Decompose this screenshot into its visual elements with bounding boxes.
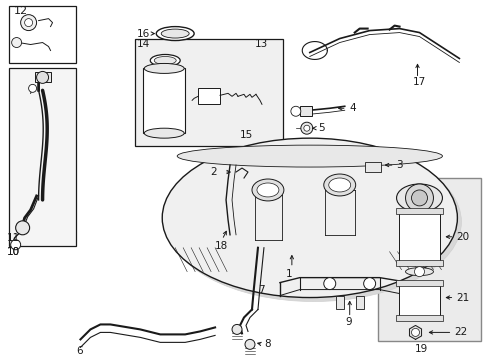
Ellipse shape (156, 27, 194, 41)
Ellipse shape (405, 268, 432, 276)
Text: 10: 10 (7, 247, 20, 257)
Text: 14: 14 (137, 39, 150, 49)
Ellipse shape (177, 145, 442, 167)
Text: 3: 3 (396, 160, 403, 170)
Bar (9, 68, 76, 246)
Text: 7: 7 (258, 284, 264, 294)
Ellipse shape (144, 128, 184, 138)
Circle shape (16, 221, 30, 235)
Bar (364, 162, 380, 172)
Circle shape (303, 125, 309, 131)
Ellipse shape (161, 29, 189, 38)
Ellipse shape (150, 54, 180, 67)
Bar (9, 6, 76, 63)
Ellipse shape (154, 57, 176, 64)
Text: 21: 21 (455, 293, 468, 302)
Ellipse shape (166, 142, 461, 302)
Ellipse shape (162, 138, 456, 298)
Text: 20: 20 (455, 232, 468, 242)
Bar (398, 210, 440, 262)
Bar (355, 296, 363, 310)
Text: 4: 4 (349, 103, 356, 113)
Text: 6: 6 (76, 346, 83, 356)
Circle shape (232, 324, 242, 334)
Bar (35, 72, 50, 82)
Text: 22: 22 (453, 327, 467, 337)
Circle shape (323, 278, 335, 289)
Circle shape (411, 328, 419, 336)
Ellipse shape (256, 183, 278, 197)
Text: 11: 11 (7, 233, 20, 243)
Text: 19: 19 (414, 345, 427, 354)
Text: 13: 13 (254, 39, 268, 49)
Circle shape (24, 19, 33, 27)
Circle shape (363, 278, 375, 289)
Ellipse shape (144, 63, 184, 73)
Text: 15: 15 (240, 130, 253, 140)
Ellipse shape (323, 174, 355, 196)
Text: 8: 8 (264, 339, 270, 349)
Text: 17: 17 (412, 77, 425, 87)
Polygon shape (408, 325, 421, 339)
Bar (377, 178, 480, 341)
Bar (135, 39, 283, 146)
Bar (299, 106, 311, 116)
Text: 10: 10 (7, 247, 20, 257)
Bar (335, 296, 343, 310)
Circle shape (244, 339, 254, 349)
Bar (398, 282, 440, 318)
Circle shape (414, 267, 424, 276)
Circle shape (290, 106, 300, 116)
Bar (143, 68, 185, 133)
Circle shape (405, 184, 432, 212)
Bar (198, 88, 220, 104)
Text: 16: 16 (137, 28, 150, 39)
Circle shape (29, 84, 37, 92)
Ellipse shape (251, 179, 284, 201)
Ellipse shape (328, 178, 350, 192)
Text: 2: 2 (210, 167, 216, 177)
Text: 18: 18 (215, 241, 228, 251)
Circle shape (300, 122, 312, 134)
Bar (395, 315, 443, 321)
Bar (395, 280, 443, 285)
Circle shape (11, 240, 20, 250)
Bar (395, 260, 443, 266)
Text: 1: 1 (285, 269, 292, 279)
Circle shape (411, 190, 427, 206)
Circle shape (37, 71, 48, 84)
Circle shape (12, 37, 21, 48)
Text: 5: 5 (317, 123, 324, 133)
Text: 12: 12 (14, 6, 28, 15)
Text: 9: 9 (345, 318, 352, 328)
Bar (395, 208, 443, 214)
Circle shape (20, 15, 37, 31)
Ellipse shape (396, 184, 442, 212)
